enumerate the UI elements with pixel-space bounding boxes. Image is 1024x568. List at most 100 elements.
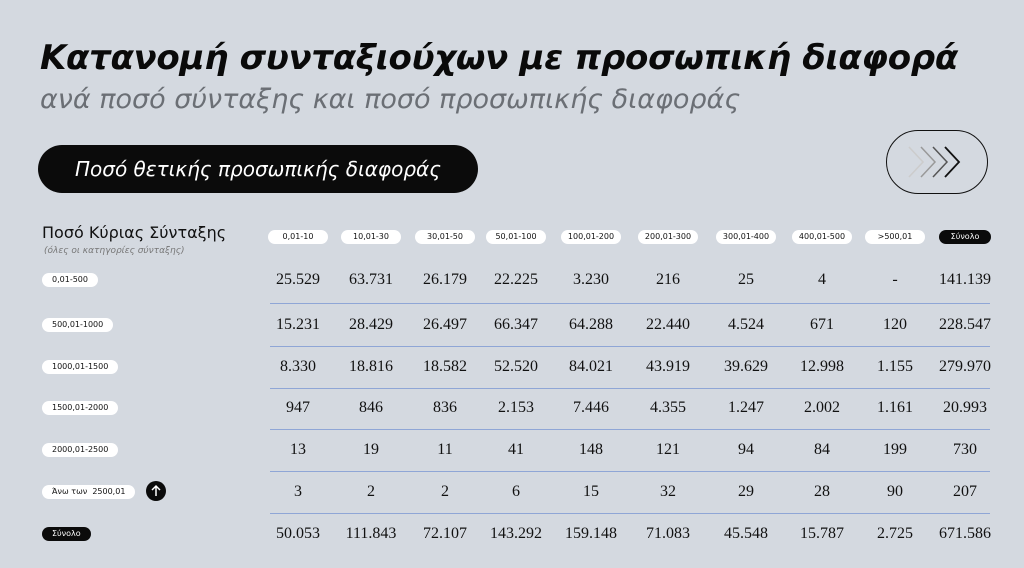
cell: 28 (814, 483, 830, 500)
cell: 216 (656, 271, 680, 288)
cell: 4.355 (650, 399, 686, 416)
cell: 2 (367, 483, 375, 500)
cell: 3 (294, 483, 302, 500)
row-label: Άνω των 2500,01 (42, 485, 136, 499)
cell: 72.107 (423, 525, 467, 542)
cell: 228.547 (939, 316, 991, 333)
row-separator (270, 388, 990, 389)
cell: 3.230 (573, 271, 609, 288)
cell: 18.582 (423, 358, 467, 375)
up-icon (151, 484, 161, 496)
cell: 15 (583, 483, 599, 500)
cell: 11 (437, 441, 453, 458)
cell: 28.429 (349, 316, 393, 333)
cell: 207 (953, 483, 977, 500)
cell: 71.083 (646, 525, 690, 542)
cell: - (892, 271, 898, 288)
row-label: 1500,01-2000 (42, 401, 119, 415)
cell: 50.053 (276, 525, 320, 542)
cell: 6 (512, 483, 520, 500)
cell: 12.998 (800, 358, 844, 375)
cell: 41 (508, 441, 524, 458)
column-header: 200,01-300 (638, 230, 698, 244)
cell: 25.529 (276, 271, 320, 288)
cell: 279.970 (939, 358, 991, 375)
cell: 66.347 (494, 316, 538, 333)
column-header: 0,01-10 (268, 230, 328, 244)
row-separator (270, 429, 990, 430)
cell: 111.843 (345, 525, 397, 542)
cell: 1.161 (877, 399, 913, 416)
cell: 26.497 (423, 316, 467, 333)
cell: 8.330 (280, 358, 316, 375)
cell: 32 (660, 483, 676, 500)
cell: 2.153 (498, 399, 534, 416)
column-header: 100,01-200 (561, 230, 621, 244)
cell: 671 (810, 316, 834, 333)
cell: 39.629 (724, 358, 768, 375)
column-header: >500,01 (865, 230, 925, 244)
cell: 64.288 (569, 316, 613, 333)
scroll-up-button[interactable] (146, 481, 166, 501)
cell: 20.993 (943, 399, 987, 416)
cell: 63.731 (349, 271, 393, 288)
cell: 7.446 (573, 399, 609, 416)
cell: 141.139 (939, 271, 991, 288)
cell: 45.548 (724, 525, 768, 542)
row-separator (270, 303, 990, 304)
tab-button[interactable]: Ποσό θετικής προσωπικής διαφοράς (38, 145, 478, 193)
row-label: Σύνολο (42, 527, 91, 541)
cell: 947 (286, 399, 310, 416)
cell: 2 (441, 483, 449, 500)
cell: 13 (290, 441, 306, 458)
column-header: 10,01-30 (341, 230, 401, 244)
cell: 84 (814, 441, 830, 458)
cell: 43.919 (646, 358, 690, 375)
column-header: 30,01-50 (415, 230, 475, 244)
cell: 836 (433, 399, 457, 416)
cell: 90 (887, 483, 903, 500)
column-header: 300,01-400 (716, 230, 776, 244)
cell: 94 (738, 441, 754, 458)
row-header-note: (όλες οι κατηγορίες σύνταξης) (44, 246, 185, 256)
cell: 148 (579, 441, 603, 458)
cell: 143.292 (490, 525, 542, 542)
next-button[interactable] (886, 130, 988, 194)
title: Κατανομή συνταξιούχων με προσωπική διαφο… (40, 38, 958, 78)
cell: 4 (818, 271, 826, 288)
cell: 1.155 (877, 358, 913, 375)
row-separator (270, 513, 990, 514)
cell: 18.816 (349, 358, 393, 375)
cell: 15.787 (800, 525, 844, 542)
column-header: 50,01-100 (486, 230, 546, 244)
column-header: Σύνολο (939, 230, 991, 244)
cell: 29 (738, 483, 754, 500)
cell: 120 (883, 316, 907, 333)
column-header: 400,01-500 (792, 230, 852, 244)
cell: 2.002 (804, 399, 840, 416)
row-label: 1000,01-1500 (42, 360, 119, 374)
cell: 2.725 (877, 525, 913, 542)
row-separator (270, 471, 990, 472)
row-label: 0,01-500 (42, 273, 98, 287)
cell: 22.225 (494, 271, 538, 288)
cell: 26.179 (423, 271, 467, 288)
cell: 84.021 (569, 358, 613, 375)
cell: 121 (656, 441, 680, 458)
cell: 199 (883, 441, 907, 458)
cell: 25 (738, 271, 754, 288)
cell: 4.524 (728, 316, 764, 333)
cell: 159.148 (565, 525, 617, 542)
cell: 1.247 (728, 399, 764, 416)
subtitle: ανά ποσό σύνταξης και ποσό προσωπικής δι… (40, 84, 741, 115)
cell: 52.520 (494, 358, 538, 375)
row-header: Ποσό Κύριας Σύνταξης (42, 223, 227, 242)
row-label: 500,01-1000 (42, 318, 114, 332)
arrows-icon (908, 146, 961, 178)
cell: 19 (363, 441, 379, 458)
cell: 730 (953, 441, 977, 458)
cell: 22.440 (646, 316, 690, 333)
row-label: 2000,01-2500 (42, 443, 119, 457)
cell: 671.586 (939, 525, 991, 542)
